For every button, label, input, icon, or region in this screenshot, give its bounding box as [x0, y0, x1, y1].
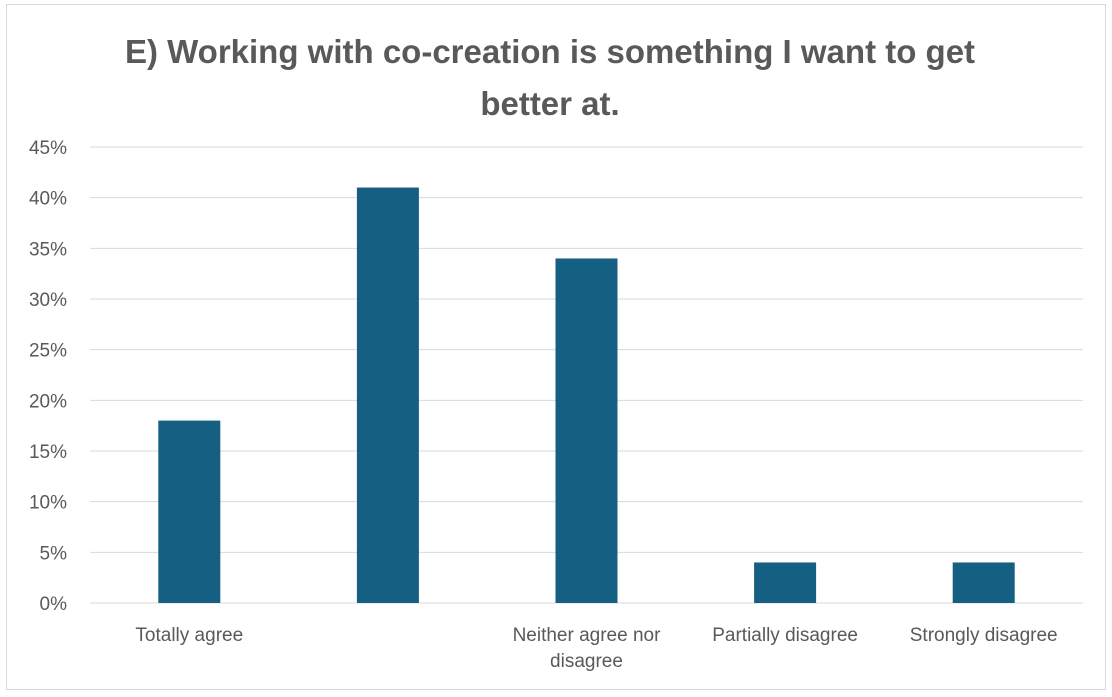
bar: [952, 562, 1015, 603]
y-axis-ticks: 0% 5% 10% 15% 20% 25% 30% 35% 40% 45%: [29, 138, 67, 615]
x-axis-ticks: Totally agree Neither agree nor disagree Pa…: [135, 625, 1057, 672]
y-tick-label: 20%: [29, 391, 67, 412]
y-tick-label: 30%: [29, 290, 67, 311]
x-tick-label: Strongly disagree: [910, 625, 1058, 646]
y-tick-label: 10%: [29, 493, 67, 514]
y-tick-label: 40%: [29, 189, 67, 210]
bar: [754, 562, 817, 603]
x-tick-label: disagree: [550, 651, 623, 672]
y-tick-label: 5%: [40, 543, 68, 564]
y-tick-label: 25%: [29, 341, 67, 362]
bars: [158, 187, 1015, 604]
x-tick-label: Totally agree: [135, 625, 243, 646]
x-tick-label: Neither agree nor: [513, 625, 662, 646]
y-tick-label: 35%: [29, 239, 67, 260]
y-tick-label: 15%: [29, 442, 67, 463]
y-tick-label: 45%: [29, 138, 67, 159]
y-tick-label: 0%: [40, 594, 68, 615]
chart-title: E) Working with co-creation is something…: [124, 33, 976, 122]
bar: [356, 187, 419, 604]
x-tick-label: Partially disagree: [712, 625, 858, 646]
bar: [555, 258, 618, 603]
bar: [158, 420, 221, 603]
